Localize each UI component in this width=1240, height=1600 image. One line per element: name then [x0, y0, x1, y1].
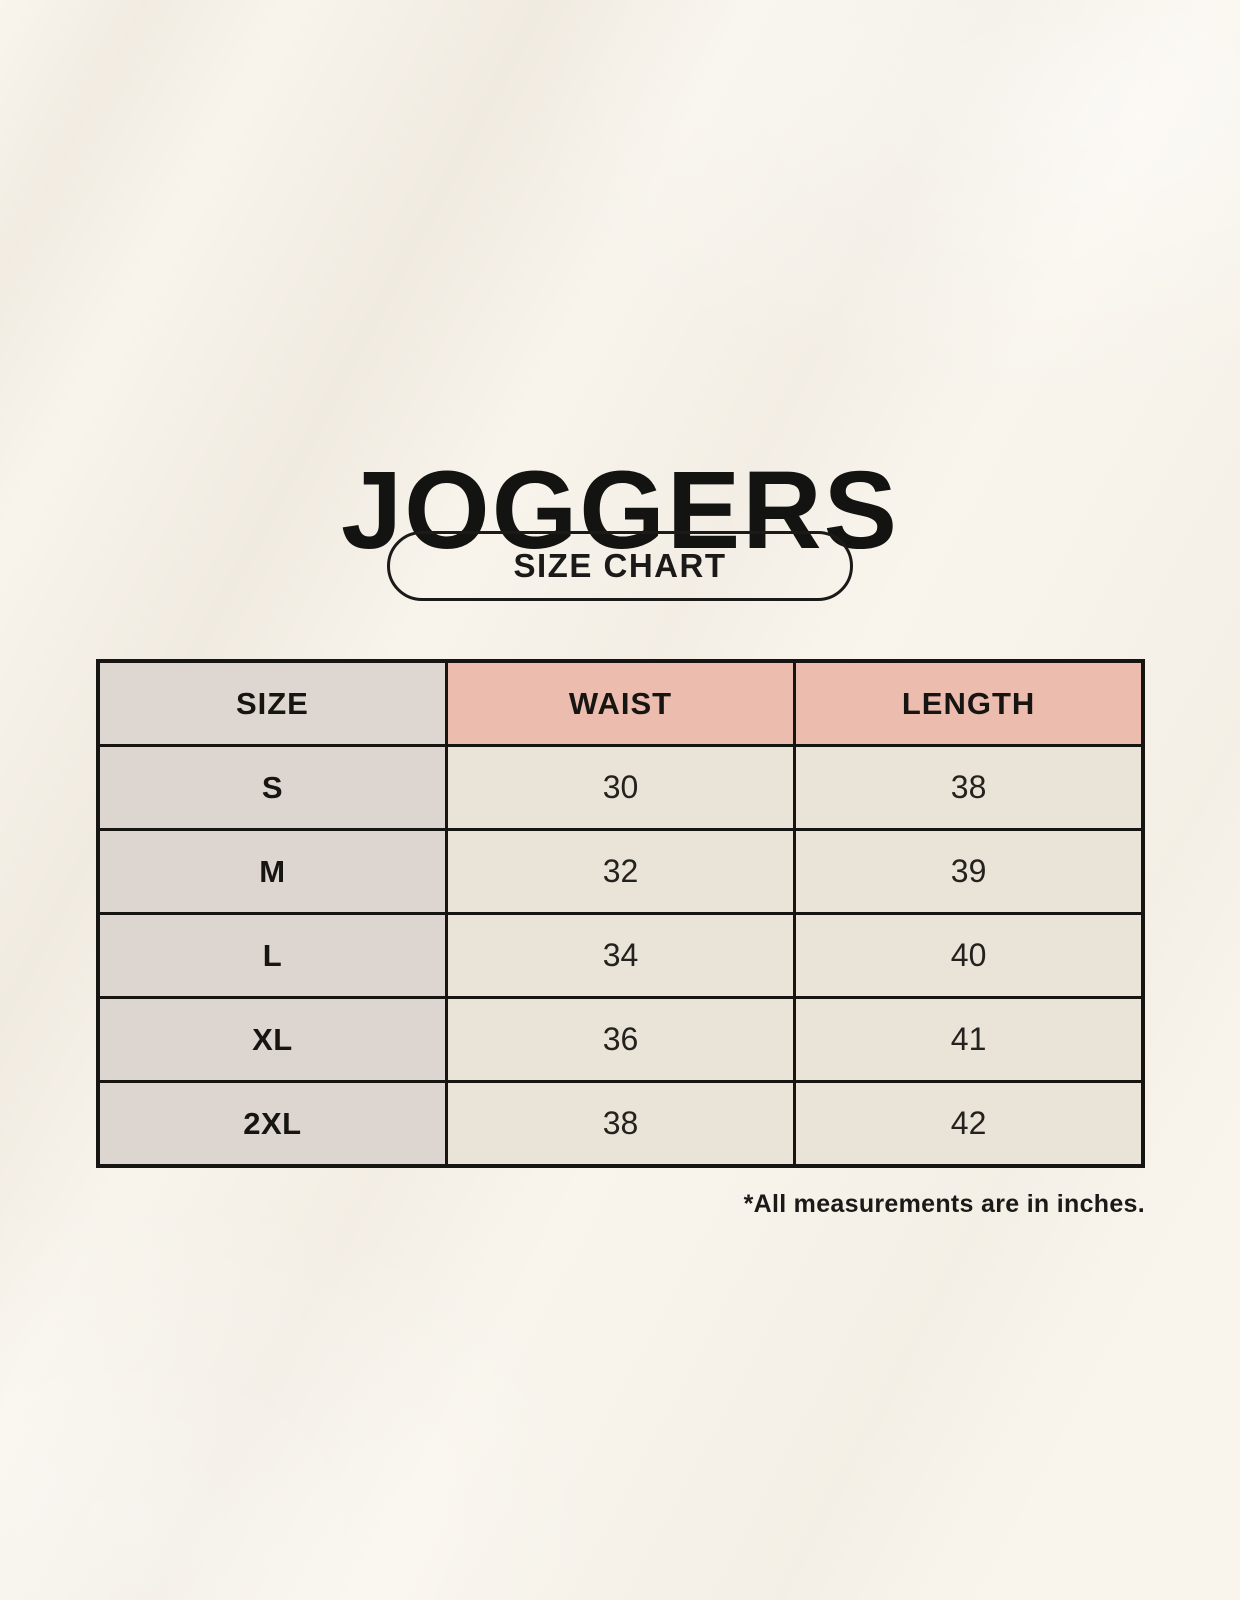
waist-cell: 36: [444, 996, 797, 1083]
size-cell: L: [96, 912, 448, 999]
table-row: M 32 39: [96, 828, 1145, 915]
table-row: S 30 38: [96, 744, 1145, 831]
size-cell: XL: [96, 996, 448, 1083]
length-cell: 40: [793, 912, 1145, 999]
length-cell: 41: [793, 996, 1145, 1083]
table-header-row: SIZE WAIST LENGTH: [96, 659, 1145, 747]
waist-cell: 32: [444, 828, 797, 915]
size-chart-table: SIZE WAIST LENGTH S 30 38 M 32 39 L 34 4…: [96, 659, 1145, 1168]
length-cell: 38: [793, 744, 1145, 831]
measurements-footnote: *All measurements are in inches.: [743, 1190, 1145, 1218]
waist-cell: 30: [444, 744, 797, 831]
waist-cell: 34: [444, 912, 797, 999]
size-chart-badge[interactable]: SIZE CHART: [387, 531, 853, 601]
size-cell: S: [96, 744, 448, 831]
length-cell: 42: [793, 1080, 1145, 1168]
waist-cell: 38: [444, 1080, 797, 1168]
table-row: L 34 40: [96, 912, 1145, 999]
header-size: SIZE: [96, 659, 448, 747]
size-chart-badge-label: SIZE CHART: [513, 547, 727, 584]
header-length: LENGTH: [793, 659, 1145, 747]
size-cell: M: [96, 828, 448, 915]
page-title: JOGGERS: [340, 448, 900, 572]
length-cell: 39: [793, 828, 1145, 915]
table-row: XL 36 41: [96, 996, 1145, 1083]
table-row: 2XL 38 42: [96, 1080, 1145, 1168]
header-waist: WAIST: [444, 659, 797, 747]
size-cell: 2XL: [96, 1080, 448, 1168]
